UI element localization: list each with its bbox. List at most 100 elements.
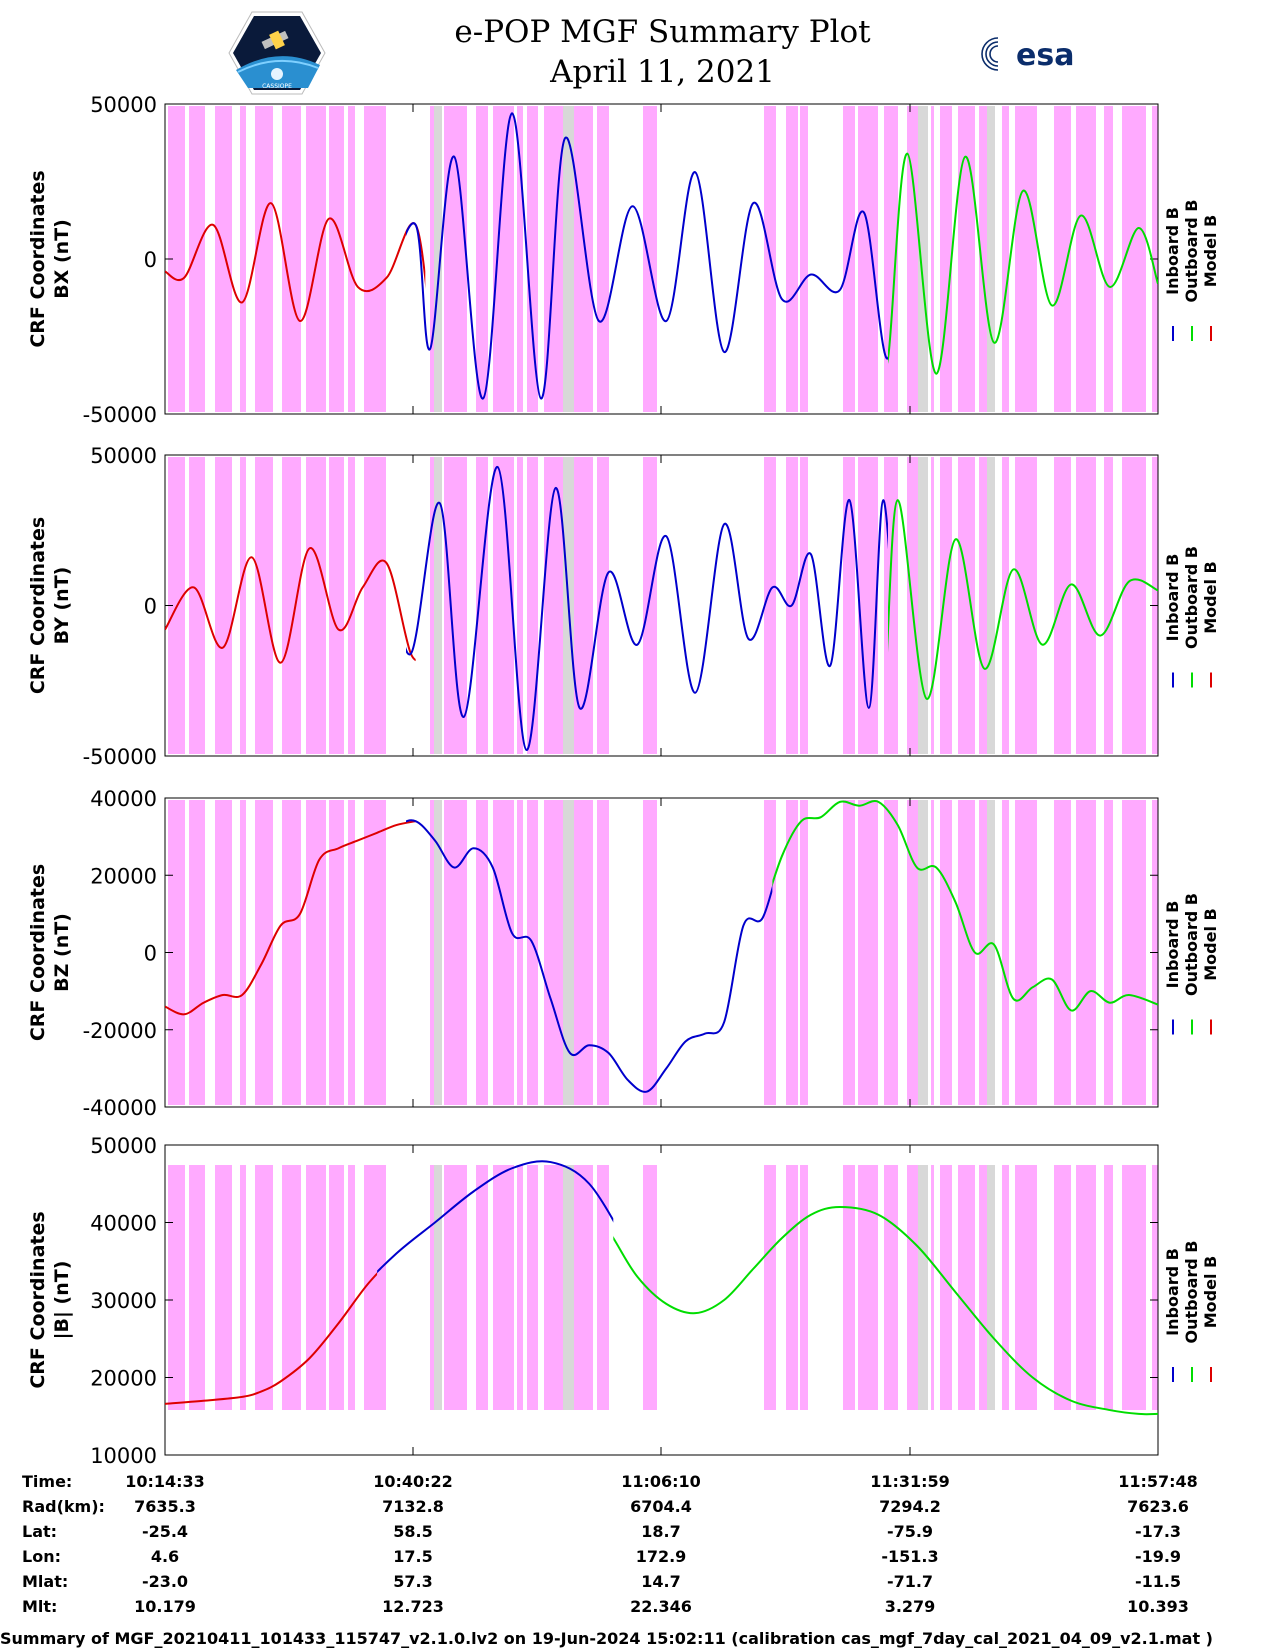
ephemeris-value: -19.9 xyxy=(1135,1547,1181,1566)
mask-stripe xyxy=(764,1165,776,1410)
mask-stripe xyxy=(215,800,232,1105)
ephemeris-value: 10.179 xyxy=(134,1597,196,1616)
mask-stripe xyxy=(240,106,246,412)
calibration-stripe xyxy=(434,1165,442,1410)
mask-stripe xyxy=(1015,1165,1037,1410)
y-axis-label: BZ (nT) xyxy=(51,913,73,992)
mask-stripe xyxy=(348,1165,355,1410)
ephemeris-value: -151.3 xyxy=(881,1547,938,1566)
mask-stripe xyxy=(1076,457,1096,754)
ephemeris-value: 11:57:48 xyxy=(1118,1472,1198,1491)
mask-stripe xyxy=(843,800,855,1105)
mask-stripe xyxy=(764,800,776,1105)
mask-stripe xyxy=(1152,1165,1158,1410)
mask-stripe xyxy=(306,457,326,754)
y-tick-label: 10000 xyxy=(90,1444,157,1468)
mask-stripe xyxy=(476,800,488,1105)
series-line-outboard xyxy=(613,1205,1158,1416)
mask-stripe xyxy=(255,457,273,754)
legend: Inboard B Outboard B Model B xyxy=(1163,546,1220,688)
mask-stripe xyxy=(444,800,467,1105)
mask-stripe xyxy=(574,457,593,754)
legend-label: Outboard B xyxy=(1182,1241,1201,1344)
y-axis-label: CRF Coordinates xyxy=(27,517,49,694)
mask-stripe xyxy=(282,106,301,412)
mask-stripe xyxy=(1054,800,1071,1105)
series-line-outboard xyxy=(888,152,1158,375)
legend-label: Model B xyxy=(1201,1256,1220,1328)
ephemeris-value: 7635.3 xyxy=(134,1497,196,1516)
ephemeris-value: 18.7 xyxy=(641,1522,680,1541)
mask-stripe xyxy=(1076,800,1096,1105)
mask-stripe xyxy=(527,1165,538,1410)
mask-stripe xyxy=(1122,106,1146,412)
mask-stripe xyxy=(282,457,301,754)
mask-stripe xyxy=(858,800,878,1105)
legend-label: Outboard B xyxy=(1182,893,1201,996)
mask-stripe xyxy=(255,1165,273,1410)
mask-stripe xyxy=(884,800,898,1105)
mask-stripe xyxy=(168,106,185,412)
mask-stripe xyxy=(1104,106,1113,412)
y-tick-label: 40000 xyxy=(90,1212,157,1236)
mask-stripe xyxy=(858,1165,878,1410)
mask-stripe xyxy=(574,106,593,412)
ephemeris-value: -75.9 xyxy=(887,1522,933,1541)
mask-stripe xyxy=(1122,457,1146,754)
mask-stripe xyxy=(931,106,934,412)
footer-caption: Summary of MGF_20210411_101433_115747_v2… xyxy=(0,1629,1213,1648)
ephemeris-value: 10:40:22 xyxy=(373,1472,453,1491)
series-line-outboard xyxy=(772,800,1158,1012)
mask-stripe xyxy=(364,1165,386,1410)
mask-stripe xyxy=(1076,1165,1096,1410)
mask-stripe xyxy=(240,457,246,754)
mask-stripe xyxy=(329,106,344,412)
y-tick-label: -50000 xyxy=(83,403,157,427)
series-line-model xyxy=(165,1272,378,1405)
ephemeris-value: 3.279 xyxy=(885,1597,936,1616)
mask-stripe xyxy=(1122,800,1146,1105)
calibration-stripe xyxy=(987,457,995,754)
mask-stripe xyxy=(931,800,934,1105)
mask-stripe xyxy=(476,106,488,412)
ephemeris-value: -71.7 xyxy=(887,1572,933,1591)
plot-title: e-POP MGF Summary Plot xyxy=(454,14,871,50)
mask-stripe xyxy=(1054,1165,1071,1410)
mask-stripe xyxy=(1104,457,1113,754)
mask-stripe xyxy=(444,457,467,754)
panel-bx: 50000 0 -50000 CRF Coordinates BX (nT) Inboar… xyxy=(27,93,1220,427)
ephemeris-value: 4.6 xyxy=(151,1547,179,1566)
mask-stripe xyxy=(517,1165,523,1410)
y-axis-label: |B| (nT) xyxy=(51,1261,73,1340)
ephemeris-table: Time: 10:14:33 10:40:22 11:06:10 11:31:59 11:… xyxy=(22,1472,1198,1616)
legend: Inboard B Outboard B Model B xyxy=(1163,893,1220,1035)
mask-stripe xyxy=(884,1165,898,1410)
mask-stripe xyxy=(329,800,344,1105)
mask-stripe xyxy=(364,457,386,754)
series-line-model xyxy=(165,202,426,323)
mask-stripe xyxy=(800,457,808,754)
y-tick-label: 50000 xyxy=(90,444,157,468)
y-tick-label: 0 xyxy=(144,942,157,966)
mask-stripe xyxy=(306,106,326,412)
ephemeris-value: -25.4 xyxy=(142,1522,188,1541)
y-axis-label: BY (nT) xyxy=(51,567,73,645)
ephemeris-row-label: Mlat: xyxy=(22,1572,68,1591)
calibration-stripe xyxy=(563,106,574,412)
mask-stripe xyxy=(476,457,488,754)
legend: Inboard B Outboard B Model B xyxy=(1163,1241,1220,1382)
mask-stripe xyxy=(527,106,538,412)
panel-bmag: 50000 40000 30000 20000 10000 CRF Coordinates… xyxy=(27,1134,1220,1468)
mask-stripe xyxy=(597,1165,609,1410)
y-axis-label: CRF Coordinates xyxy=(27,864,49,1041)
ephemeris-row-label: Rad(km): xyxy=(22,1497,105,1516)
mask-stripe xyxy=(493,457,514,754)
mask-stripe xyxy=(958,1165,975,1410)
mask-stripe xyxy=(1002,106,1009,412)
series-line-inboard xyxy=(406,466,889,751)
ephemeris-row-label: Lon: xyxy=(22,1547,61,1566)
mask-stripe xyxy=(858,106,878,412)
mask-stripe xyxy=(800,1165,808,1410)
ephemeris-value: 10:14:33 xyxy=(125,1472,205,1491)
mask-stripe xyxy=(1015,106,1037,412)
